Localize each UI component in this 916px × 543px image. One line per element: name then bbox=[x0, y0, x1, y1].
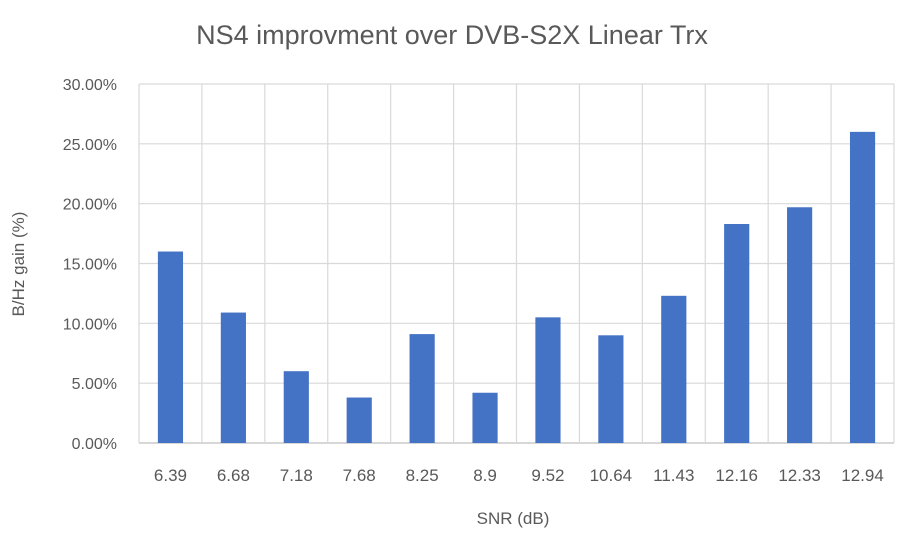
bar bbox=[535, 317, 561, 443]
bars bbox=[157, 131, 876, 443]
y-tick-label: 30.00% bbox=[63, 77, 117, 94]
bar bbox=[849, 131, 876, 443]
x-tick-label: 7.18 bbox=[280, 466, 313, 485]
x-tick-label: 12.16 bbox=[715, 466, 758, 485]
bar bbox=[409, 334, 435, 443]
x-axis-ticks: 6.39 6.68 7.18 7.68 8.25 8.9 9.52 10.64 11.43 12.… bbox=[154, 466, 884, 485]
x-tick-label: 8.9 bbox=[473, 466, 497, 485]
y-tick-label: 0.00% bbox=[72, 436, 117, 453]
x-tick-label: 9.52 bbox=[531, 466, 564, 485]
x-tick-label: 10.64 bbox=[590, 466, 633, 485]
bar bbox=[346, 397, 372, 443]
y-axis-ticks: 0.00% 5.00% 10.00% 15.00% 20.00% 25.00% 30.00% bbox=[63, 77, 117, 453]
y-tick-label: 10.00% bbox=[63, 316, 117, 333]
x-tick-label: 12.94 bbox=[841, 466, 884, 485]
y-tick-label: 15.00% bbox=[63, 257, 117, 274]
bar bbox=[472, 392, 498, 443]
gridlines bbox=[138, 83, 895, 444]
x-tick-label: 6.39 bbox=[154, 466, 187, 485]
bar bbox=[724, 224, 750, 443]
bar bbox=[661, 295, 687, 443]
x-tick-label: 8.25 bbox=[406, 466, 439, 485]
x-tick-label: 7.68 bbox=[343, 466, 376, 485]
y-tick-label: 25.00% bbox=[63, 137, 117, 154]
bar bbox=[220, 312, 246, 443]
x-tick-label: 12.33 bbox=[778, 466, 821, 485]
y-tick-label: 5.00% bbox=[72, 376, 117, 393]
x-tick-label: 11.43 bbox=[653, 466, 694, 485]
bar bbox=[283, 371, 309, 443]
y-tick-label: 20.00% bbox=[63, 197, 117, 214]
chart-title: NS4 improvment over DVB-S2X Linear Trx bbox=[196, 20, 708, 50]
bar bbox=[598, 335, 624, 443]
y-axis-label: B/Hz gain (%) bbox=[9, 212, 28, 317]
x-axis-label: SNR (dB) bbox=[477, 509, 550, 528]
x-tick-label: 6.68 bbox=[217, 466, 250, 485]
bar bbox=[157, 251, 184, 443]
bar bbox=[787, 207, 813, 443]
